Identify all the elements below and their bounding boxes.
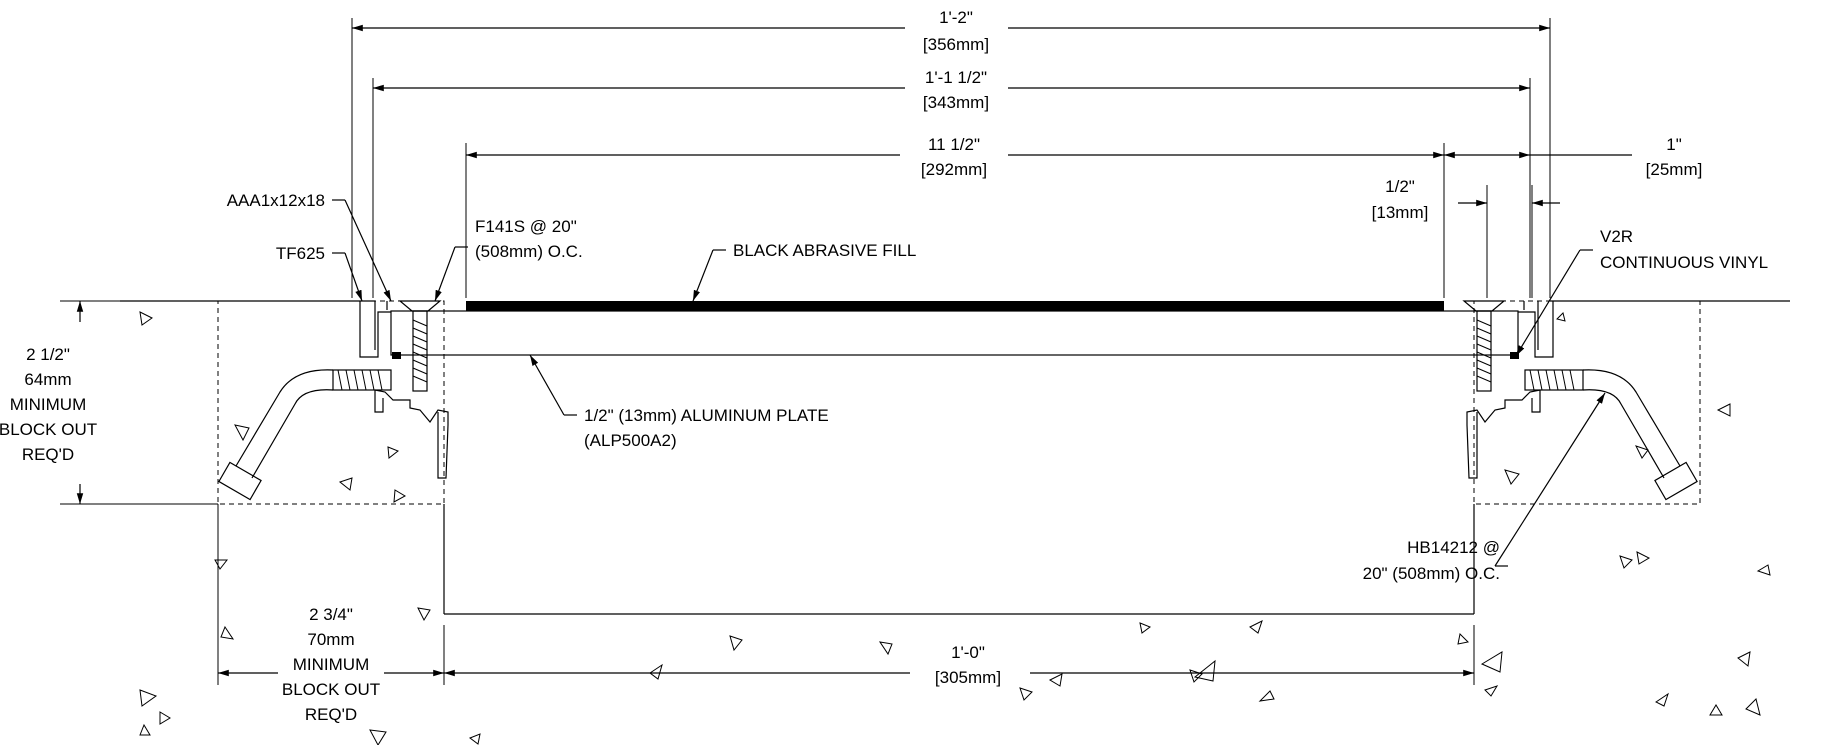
callout-vinyl-line-1: V2R [1600,227,1633,246]
dim-bottom-metric: [305mm] [935,668,1001,687]
aluminum-plate [390,310,1519,356]
callout-plate-line-2: (ALP500A2) [584,431,677,450]
dim-bottom-imperial: 1'-0" [951,643,985,662]
dim-blockout-width-imperial: 2 3/4" [309,605,353,624]
dim-blockout-depth-note-1: MINIMUM [10,395,86,414]
callout-fill: BLACK ABRASIVE FILL [733,241,916,260]
dim-flange-metric: [25mm] [1646,160,1703,179]
abrasive-fill [466,301,1444,311]
dim-flange-imperial: 1" [1666,135,1682,154]
callout-vinyl-line-2: CONTINUOUS VINYL [1600,253,1768,272]
callout-plate-line-1: 1/2" (13mm) ALUMINUM PLATE [584,406,829,425]
dim-blockout-depth-note-3: REQ'D [22,445,74,464]
callout-labels: AAA1x12x18 TF625 F141S @ 20" (508mm) O.C… [227,191,1768,583]
callout-frame: TF625 [276,244,325,263]
dim-overall-imperial: 1'-2" [939,8,973,27]
dimension-lines [60,18,1632,685]
concrete-blockout [120,300,1790,615]
callout-angle: AAA1x12x18 [227,191,325,210]
callout-screw-line-2: (508mm) O.C. [475,242,583,261]
dim-blockout-depth-metric: 64mm [24,370,71,389]
callout-bolt-line-2: 20" (508mm) O.C. [1363,564,1500,583]
hook-bolts [218,369,1698,501]
flat-head-screws [398,300,1506,392]
dim-blockout-depth-imperial: 2 1/2" [26,345,70,364]
callout-screw-line-1: F141S @ 20" [475,217,577,236]
dim-blockout-width-note-1: MINIMUM [293,655,369,674]
dim-frame-metric: [343mm] [923,93,989,112]
dim-plate-imperial: 11 1/2" [928,135,980,154]
dim-gap-metric: [13mm] [1372,203,1429,222]
dim-frame-imperial: 1'-1 1/2" [925,68,987,87]
cover-assembly [359,301,1554,479]
dim-blockout-width-note-2: BLOCK OUT [282,680,380,699]
dim-blockout-depth-note-2: BLOCK OUT [0,420,97,439]
dim-blockout-width-note-3: REQ'D [305,705,357,724]
dim-plate-metric: [292mm] [921,160,987,179]
dim-gap-imperial: 1/2" [1385,177,1415,196]
dim-blockout-width-metric: 70mm [307,630,354,649]
dimension-labels: 1'-2" [356mm] 1'-1 1/2" [343mm] 11 1/2" … [0,8,1702,724]
callout-bolt-line-1: HB14212 @ [1407,538,1500,557]
dim-overall-metric: [356mm] [923,35,989,54]
leader-lines [332,199,1606,567]
